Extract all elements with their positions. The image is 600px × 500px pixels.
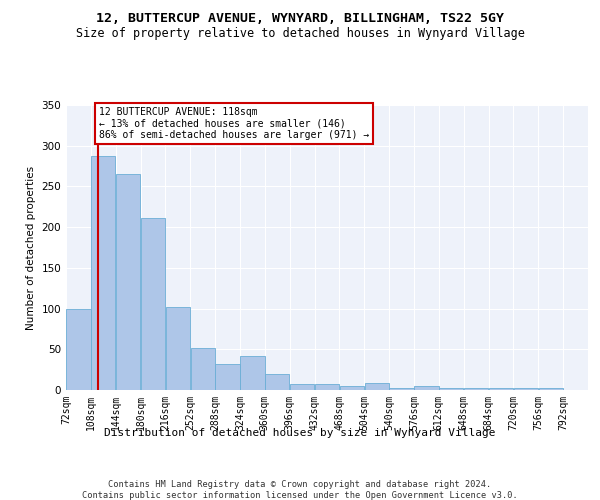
- Bar: [489, 388, 513, 390]
- Text: 12 BUTTERCUP AVENUE: 118sqm
← 13% of detached houses are smaller (146)
86% of se: 12 BUTTERCUP AVENUE: 118sqm ← 13% of det…: [99, 106, 370, 140]
- Bar: [240, 356, 265, 390]
- Bar: [265, 374, 289, 390]
- Text: Contains public sector information licensed under the Open Government Licence v3: Contains public sector information licen…: [82, 491, 518, 500]
- Bar: [215, 364, 240, 390]
- Bar: [514, 388, 538, 390]
- Bar: [539, 388, 563, 390]
- Bar: [389, 388, 414, 390]
- Bar: [365, 384, 389, 390]
- Bar: [91, 156, 115, 390]
- Text: Distribution of detached houses by size in Wynyard Village: Distribution of detached houses by size …: [104, 428, 496, 438]
- Text: Size of property relative to detached houses in Wynyard Village: Size of property relative to detached ho…: [76, 28, 524, 40]
- Bar: [439, 388, 463, 390]
- Y-axis label: Number of detached properties: Number of detached properties: [26, 166, 36, 330]
- Bar: [414, 386, 439, 390]
- Text: 12, BUTTERCUP AVENUE, WYNYARD, BILLINGHAM, TS22 5GY: 12, BUTTERCUP AVENUE, WYNYARD, BILLINGHA…: [96, 12, 504, 26]
- Bar: [141, 218, 165, 390]
- Bar: [191, 348, 215, 390]
- Bar: [116, 174, 140, 390]
- Bar: [340, 386, 364, 390]
- Bar: [290, 384, 314, 390]
- Bar: [166, 307, 190, 390]
- Text: Contains HM Land Registry data © Crown copyright and database right 2024.: Contains HM Land Registry data © Crown c…: [109, 480, 491, 489]
- Bar: [66, 310, 91, 390]
- Bar: [315, 384, 339, 390]
- Bar: [464, 388, 488, 390]
